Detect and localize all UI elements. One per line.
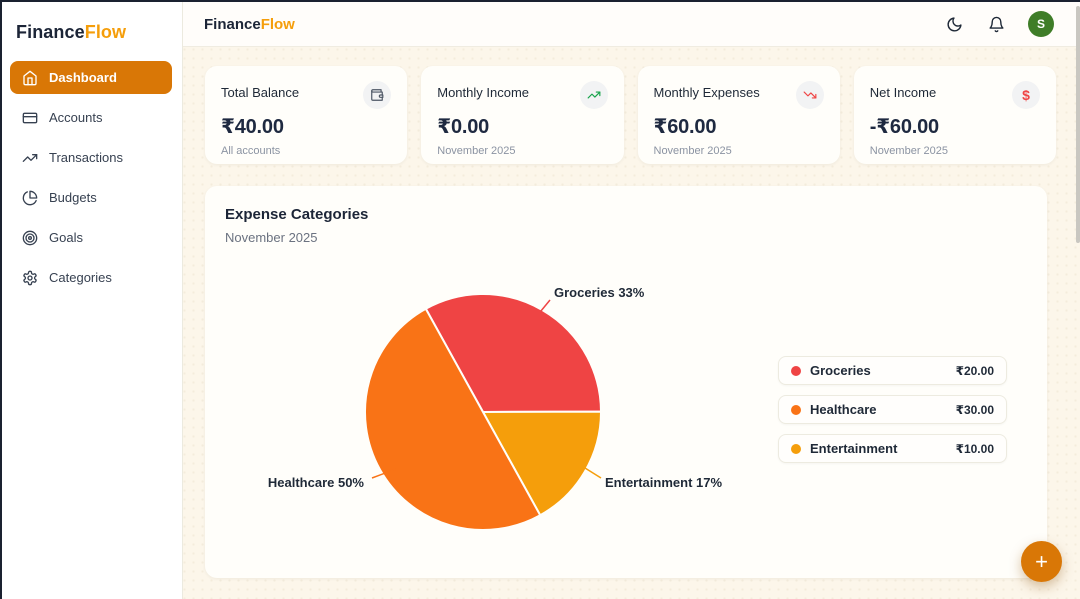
pie-slice-healthcare[interactable] xyxy=(363,307,542,531)
bell-icon[interactable] xyxy=(986,14,1006,34)
legend-value: ₹20.00 xyxy=(955,363,994,378)
plus-icon: + xyxy=(1035,548,1048,574)
stat-card-monthly-income: Monthly Income ₹0.00 November 2025 xyxy=(421,66,624,164)
stat-label: Net Income xyxy=(869,85,937,100)
header-title: FinanceFlow xyxy=(204,16,295,33)
target-icon xyxy=(22,230,38,246)
chart-subtitle: November 2025 xyxy=(225,230,318,245)
trending-down-icon xyxy=(795,81,824,109)
legend-color-dot xyxy=(791,404,801,415)
sidebar-item-label: Goals xyxy=(49,230,83,245)
stat-label: Monthly Income xyxy=(437,85,530,100)
sidebar-item-label: Accounts xyxy=(49,110,103,125)
stat-value: ₹0.00 xyxy=(437,116,490,138)
trending-up-icon xyxy=(579,81,608,109)
stat-card-monthly-expenses: Monthly Expenses ₹60.00 November 2025 xyxy=(637,66,840,164)
window-left-strip xyxy=(0,0,2,599)
legend-item-healthcare: Healthcare ₹30.00 xyxy=(778,395,1007,424)
sidebar-item-goals[interactable]: Goals xyxy=(10,221,172,254)
gear-icon xyxy=(22,270,38,286)
expense-pie-chart: Groceries 33% Healthcare 50% Entertainment… xyxy=(268,285,722,531)
pie-chart-icon xyxy=(22,190,38,206)
stat-label: Monthly Expenses xyxy=(653,85,760,100)
sidebar-item-transactions[interactable]: Transactions xyxy=(10,141,172,174)
sidebar-item-label: Transactions xyxy=(49,150,123,165)
window-top-strip xyxy=(0,0,1080,2)
legend-item-groceries: Groceries ₹20.00 xyxy=(778,356,1007,385)
pie-callout-line xyxy=(371,468,397,479)
stat-value: -₹60.00 xyxy=(869,116,939,138)
wallet-icon xyxy=(363,81,392,109)
expense-categories-card: Expense Categories November 2025 Groceri… xyxy=(205,186,1047,578)
header-actions: S xyxy=(944,11,1054,37)
chart-title: Expense Categories xyxy=(225,206,369,223)
pie-slice-entertainment[interactable] xyxy=(481,410,603,517)
sidebar-item-label: Budgets xyxy=(49,190,97,205)
legend-label: Entertainment xyxy=(810,441,898,456)
pie-slice-label: Healthcare 50% xyxy=(268,475,365,490)
stat-caption: November 2025 xyxy=(653,145,732,157)
sidebar-item-budgets[interactable]: Budgets xyxy=(10,181,172,214)
pie-callout-line xyxy=(584,467,602,479)
stats-row: Total Balance ₹40.00 All accounts Monthl… xyxy=(205,66,1056,164)
stat-label: Total Balance xyxy=(221,85,300,100)
stat-card-net-income: Net Income $ -₹60.00 November 2025 xyxy=(853,66,1056,164)
stat-card-total-balance: Total Balance ₹40.00 All accounts xyxy=(205,66,408,164)
sidebar-item-dashboard[interactable]: Dashboard xyxy=(10,61,172,94)
sidebar: FinanceFlow Dashboard Accounts Transacti… xyxy=(0,2,183,599)
trending-up-icon xyxy=(22,150,38,166)
moon-icon[interactable] xyxy=(944,14,964,34)
legend-color-dot xyxy=(791,443,801,454)
home-icon xyxy=(22,70,38,86)
header-title-flow: Flow xyxy=(260,15,295,33)
stat-caption: All accounts xyxy=(221,145,281,157)
pie-slice-groceries[interactable] xyxy=(424,293,603,414)
header-title-finance: Finance xyxy=(204,15,261,33)
legend-value: ₹30.00 xyxy=(955,402,994,417)
legend-color-dot xyxy=(791,365,801,376)
pie-callout-line xyxy=(535,299,551,318)
chart-legend: Groceries ₹20.00 Healthcare ₹30.00 Entertain… xyxy=(778,356,1007,463)
main-content: Total Balance ₹40.00 All accounts Monthl… xyxy=(183,47,1080,599)
legend-label: Groceries xyxy=(810,363,871,378)
dollar-icon: $ xyxy=(1012,81,1040,109)
pie-slice-label: Groceries 33% xyxy=(554,285,645,300)
legend-label: Healthcare xyxy=(810,402,877,417)
vertical-scrollbar-thumb[interactable] xyxy=(1076,6,1080,243)
stat-value: ₹40.00 xyxy=(221,116,284,138)
legend-value: ₹10.00 xyxy=(955,441,994,456)
avatar[interactable]: S xyxy=(1028,11,1054,37)
sidebar-item-accounts[interactable]: Accounts xyxy=(10,101,172,134)
sidebar-nav: Dashboard Accounts Transactions Budgets … xyxy=(0,61,182,294)
stat-value: ₹60.00 xyxy=(653,116,717,138)
sidebar-item-categories[interactable]: Categories xyxy=(10,261,172,294)
credit-card-icon xyxy=(22,110,38,126)
pie-slice-label: Entertainment 17% xyxy=(605,475,722,490)
logo-flow-text: Flow xyxy=(84,22,127,42)
sidebar-item-label: Categories xyxy=(49,270,112,285)
header: FinanceFlow S xyxy=(183,2,1080,47)
stat-caption: November 2025 xyxy=(437,145,516,157)
sidebar-item-label: Dashboard xyxy=(49,70,117,85)
legend-item-entertainment: Entertainment ₹10.00 xyxy=(778,434,1007,463)
sidebar-logo: FinanceFlow xyxy=(0,2,182,61)
logo-finance-text: Finance xyxy=(16,22,85,42)
stat-caption: November 2025 xyxy=(869,145,949,157)
add-transaction-fab[interactable]: + xyxy=(1021,541,1062,582)
